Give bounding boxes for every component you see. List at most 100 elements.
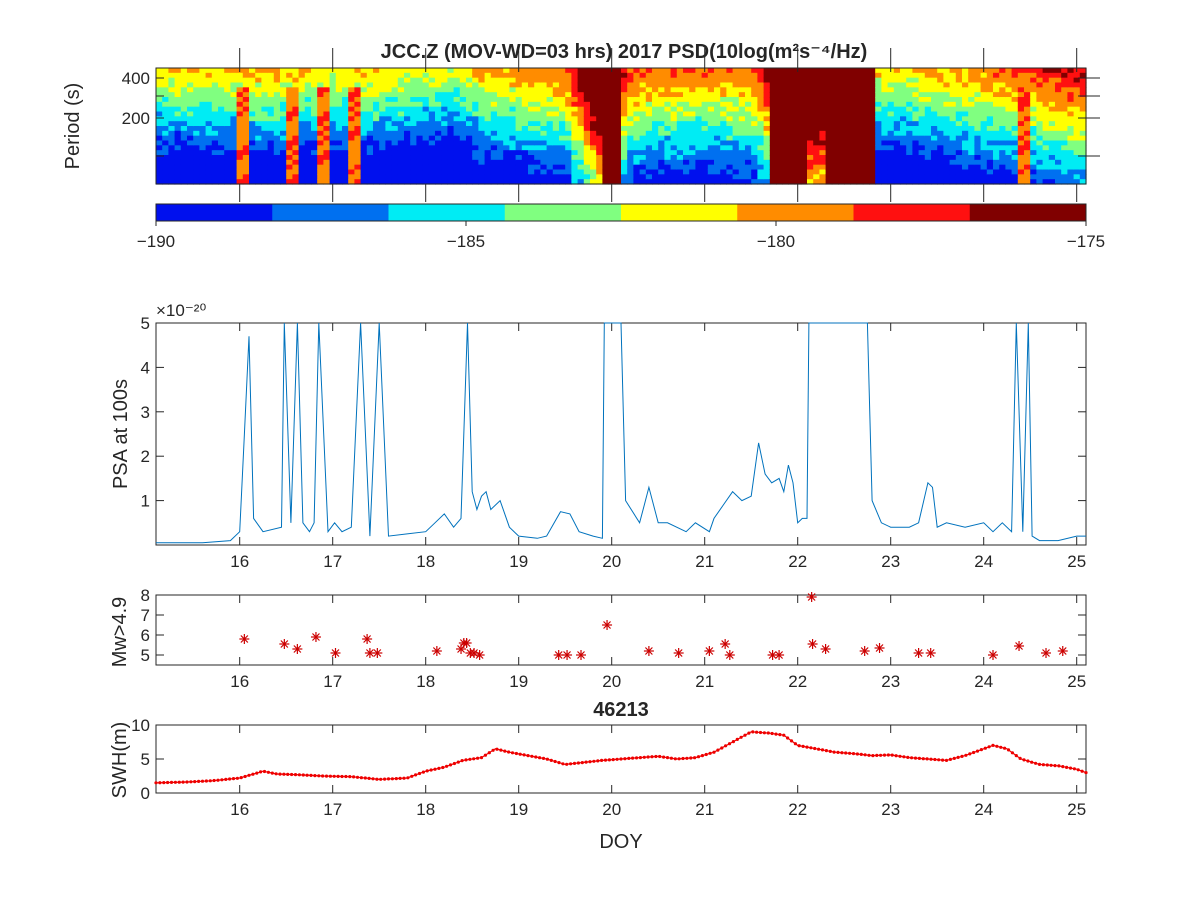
spectrogram-cell [348,116,355,122]
spectrogram-cell [968,150,975,156]
spectrogram-cell [156,135,163,142]
spectrogram-cell [850,174,858,180]
spectrogram-cell [323,164,331,171]
spectrogram-cell [856,169,864,175]
spectrogram-cell [329,121,337,127]
spectrogram-cell [776,159,783,166]
spectrogram-cell [949,130,957,137]
spectrogram-cell [528,92,535,98]
spectrogram-cell [187,68,194,74]
spectrogram-cell [422,116,430,122]
spectrogram-cell [726,126,734,132]
spectrogram-cell [193,111,200,117]
spectrogram-cell [838,111,845,117]
swh-marker [169,780,174,785]
spectrogram-cell [459,140,467,146]
spectrogram-cell [937,155,944,161]
spectrogram-cell [1036,77,1044,84]
spectrogram-cell [1030,155,1037,161]
spectrogram-cell [912,92,920,98]
spectrogram-cell [373,77,380,84]
spectrogram-cell [540,174,548,180]
spectrogram-cell [986,82,994,88]
quake-marker [461,638,472,648]
spectrogram-cell [695,164,703,171]
spectrogram-cell [993,116,1000,122]
spectrogram-cell [745,116,752,122]
spectrogram-cell [819,101,827,108]
spectrogram-cell [515,155,523,161]
spectrogram-cell [627,106,634,113]
spectrogram-cell [583,97,591,103]
spectrogram-cell [670,72,678,79]
spectrogram-cell [900,121,907,127]
spectrogram-cell [168,130,176,137]
spectrogram-cell [162,121,169,127]
spectrogram-cell [745,140,752,146]
swh-marker [166,780,170,785]
spectrogram-cell [168,111,176,117]
spectrogram-cell [1036,116,1044,122]
spectrogram-cell [304,159,312,166]
spectrogram-cell [769,135,777,142]
spectrogram-cell [571,169,579,175]
spectrogram-cell [962,135,969,142]
spectrogram-cell [180,77,188,84]
spectrogram-cell [707,106,715,113]
spectrogram-cell [962,111,969,117]
spectrogram-cell [757,68,765,74]
quake-xtick-label: 25 [1067,672,1086,691]
spectrogram-cell [645,101,653,108]
spectrogram-cell [751,130,758,137]
spectrogram-cell [466,116,473,122]
swh-marker [375,777,379,781]
spectrogram-cell [156,77,163,84]
spectrogram-cell [608,135,616,142]
spectrogram-cell [856,111,864,117]
spectrogram-cell [236,145,244,151]
spectrogram-cell [906,106,913,113]
spectrogram-cell [521,106,529,113]
spectrogram-cell [1005,155,1013,161]
spectrogram-cell [224,82,231,88]
spectrogram-cell [974,77,982,84]
spectrogram-cell [273,106,281,113]
spectrogram-cell [732,179,740,185]
spectrogram-cell [1067,159,1075,166]
spectrogram-cell [1024,121,1031,127]
spectrogram-cell [664,150,672,156]
spectrogram-cell [261,111,269,117]
spectrogram-cell [974,72,982,79]
spectrogram-cell [441,111,448,117]
spectrogram-cell [335,101,343,108]
spectrogram-cell [757,169,765,175]
spectrogram-cell [931,130,938,137]
spectrogram-cell [1079,169,1087,175]
spectrogram-cell [1005,92,1013,98]
spectrogram-cell [800,97,808,103]
spectrogram-cell [459,130,467,137]
spectrogram-cell [906,97,913,103]
swh-marker [468,757,472,761]
spectrogram-cell [1030,169,1037,175]
spectrogram-cell [1011,68,1019,74]
spectrogram-cell [366,101,374,108]
spectrogram-cell [428,77,436,84]
spectrogram-cell [831,87,839,93]
spectrogram-cell [422,126,430,132]
spectrogram-cell [416,135,424,142]
spectrogram-cell [466,174,473,180]
spectrogram-cell [1030,106,1037,113]
swh-marker [379,777,383,781]
spectrogram-cell [881,135,889,142]
spectrogram-cell [701,77,709,84]
spectrogram-cell [918,155,926,161]
spectrogram-cell [422,111,430,117]
spectrogram-cell [280,111,287,117]
spectrogram-cell [261,77,269,84]
spectrogram-cell [211,101,219,108]
spectrogram-cell [156,106,163,113]
spectrogram-cell [410,179,417,185]
spectrogram-cell [497,116,504,122]
spectrogram-cell [540,111,548,117]
